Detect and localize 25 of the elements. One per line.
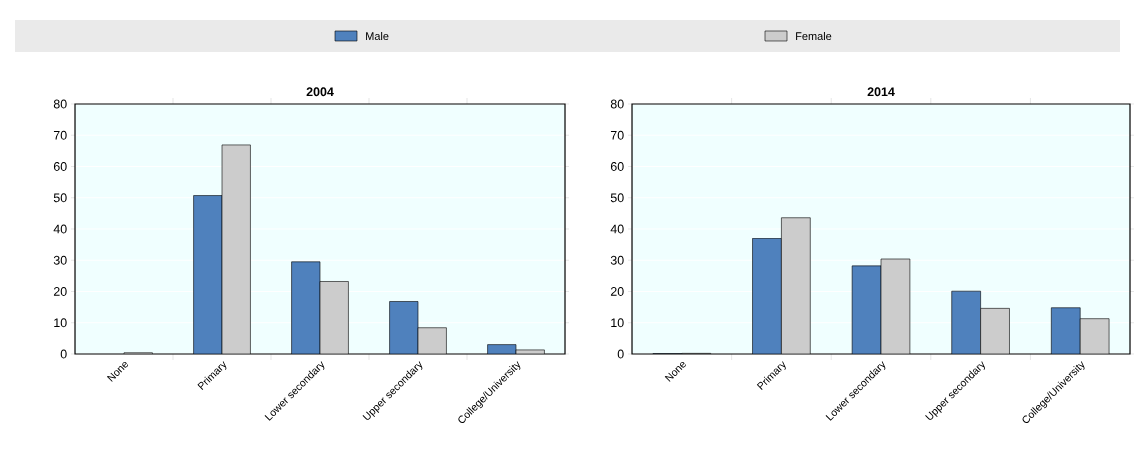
bar — [221, 144, 251, 354]
bar — [319, 281, 349, 354]
y-tick-label: 50 — [53, 193, 67, 203]
chart-title: 2004 — [306, 87, 334, 97]
y-tick-label: 40 — [610, 224, 624, 234]
y-tick-label: 10 — [611, 318, 624, 328]
y-tick-label: 70 — [610, 130, 624, 140]
y-tick-label: 0 — [60, 349, 67, 359]
y-tick-label: 20 — [610, 287, 624, 296]
y-tick-label: 80 — [610, 99, 624, 109]
y-tick-label: 10 — [54, 318, 67, 328]
y-tick-label: 30 — [610, 255, 624, 265]
bar — [417, 327, 447, 354]
y-tick-label: 60 — [53, 162, 67, 171]
y-tick-label: 30 — [53, 255, 67, 265]
legend-label: Female — [796, 31, 832, 41]
y-tick-label: 60 — [610, 162, 624, 171]
legend-label: Male — [366, 31, 389, 41]
y-tick-label: 20 — [53, 287, 67, 296]
y-tick-label: 70 — [53, 130, 67, 140]
y-tick-label: 80 — [53, 99, 67, 109]
y-tick-label: 0 — [617, 349, 624, 359]
y-tick-label: 40 — [53, 224, 67, 234]
y-tick-label: 50 — [610, 193, 624, 203]
chart-title: 2014 — [867, 87, 895, 97]
